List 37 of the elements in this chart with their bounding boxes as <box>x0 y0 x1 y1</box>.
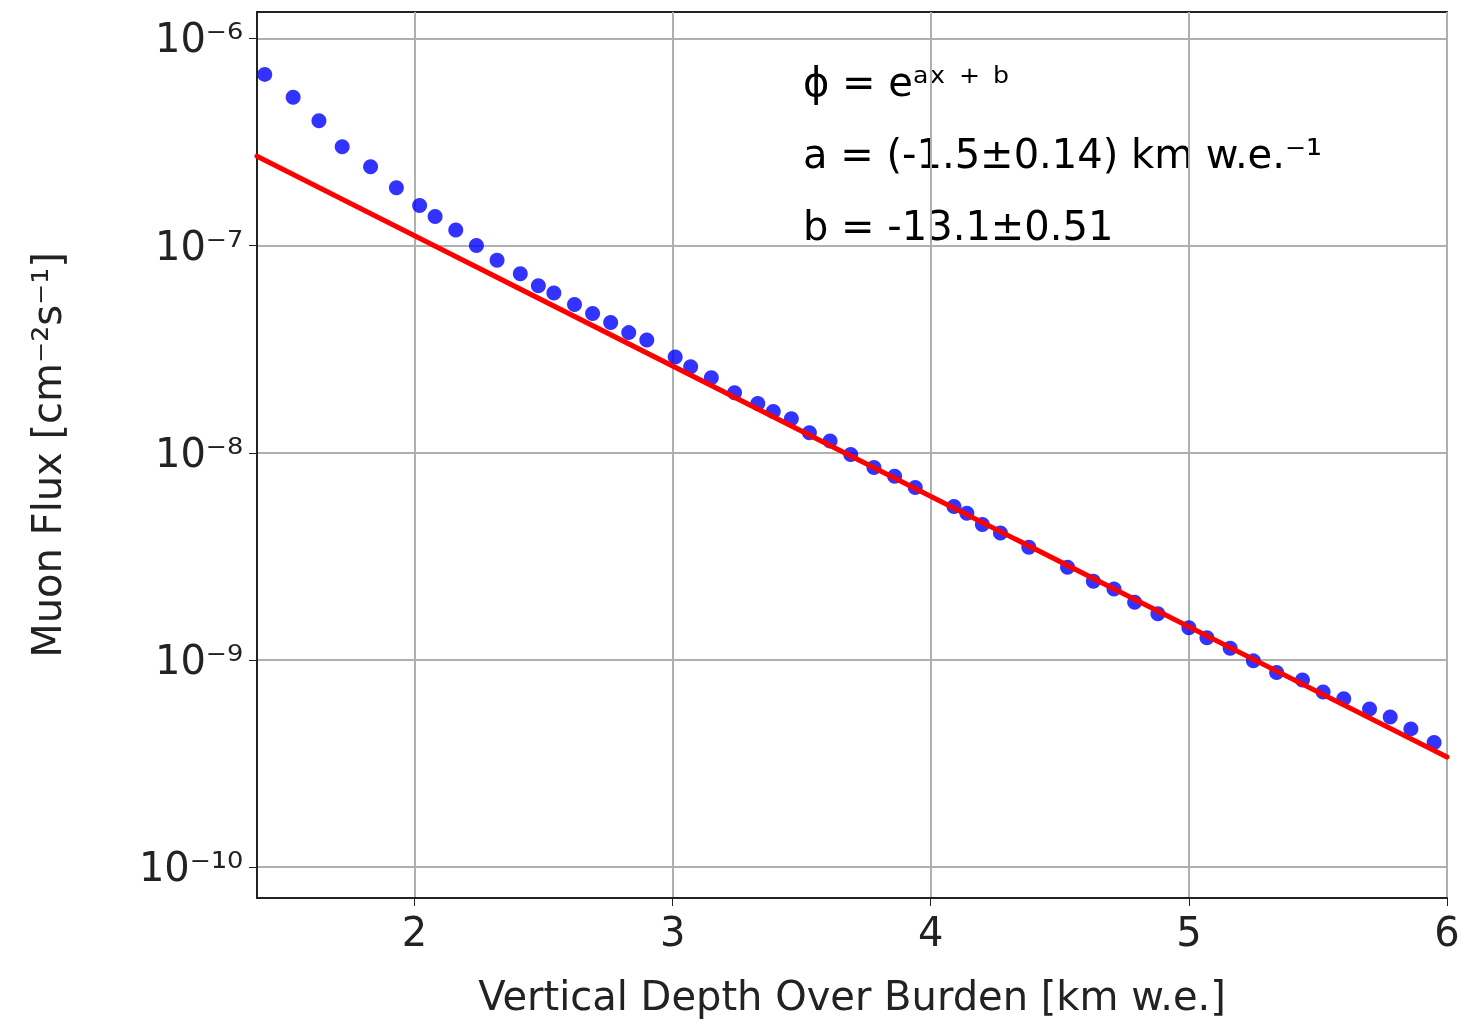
y-tick-label: 10⁻¹⁰ <box>138 844 243 891</box>
point <box>468 238 484 254</box>
y-tick-label: 10⁻⁷ <box>154 222 243 269</box>
point <box>585 306 601 321</box>
point <box>489 252 505 268</box>
x-tick-label: 3 <box>659 909 686 955</box>
point <box>621 325 637 341</box>
y-axis-title: Muon Flux [cm⁻²s⁻¹] <box>24 252 70 658</box>
x-axis-title: Vertical Depth Over Burden [km w.e.] <box>478 973 1226 1019</box>
annotation: ϕ = eᵃˣ ⁺ ᵇ <box>803 59 1011 105</box>
point <box>1362 701 1378 717</box>
x-tick-label: 4 <box>918 909 944 955</box>
point <box>388 180 404 196</box>
point <box>603 315 619 331</box>
x-tick-label: 6 <box>1434 909 1460 955</box>
point <box>667 349 683 365</box>
point <box>427 209 443 225</box>
point <box>334 139 350 155</box>
point <box>285 89 301 105</box>
x-tick-label: 5 <box>1176 909 1202 955</box>
x-tick-label: 2 <box>401 909 428 955</box>
point <box>363 159 379 175</box>
y-tick-label: 10⁻⁹ <box>154 636 243 683</box>
point <box>546 285 562 301</box>
point <box>512 266 528 282</box>
point <box>1403 721 1419 737</box>
y-tick-label: 10⁻⁸ <box>154 429 243 476</box>
point <box>311 113 327 129</box>
point <box>412 198 428 214</box>
point <box>639 332 655 348</box>
point <box>530 278 546 294</box>
point <box>1382 709 1398 725</box>
point <box>567 296 583 312</box>
annotation: b = -13.1±0.51 <box>803 203 1114 249</box>
point <box>257 66 273 82</box>
y-tick-label: 10⁻⁶ <box>154 15 243 62</box>
point <box>448 222 464 238</box>
